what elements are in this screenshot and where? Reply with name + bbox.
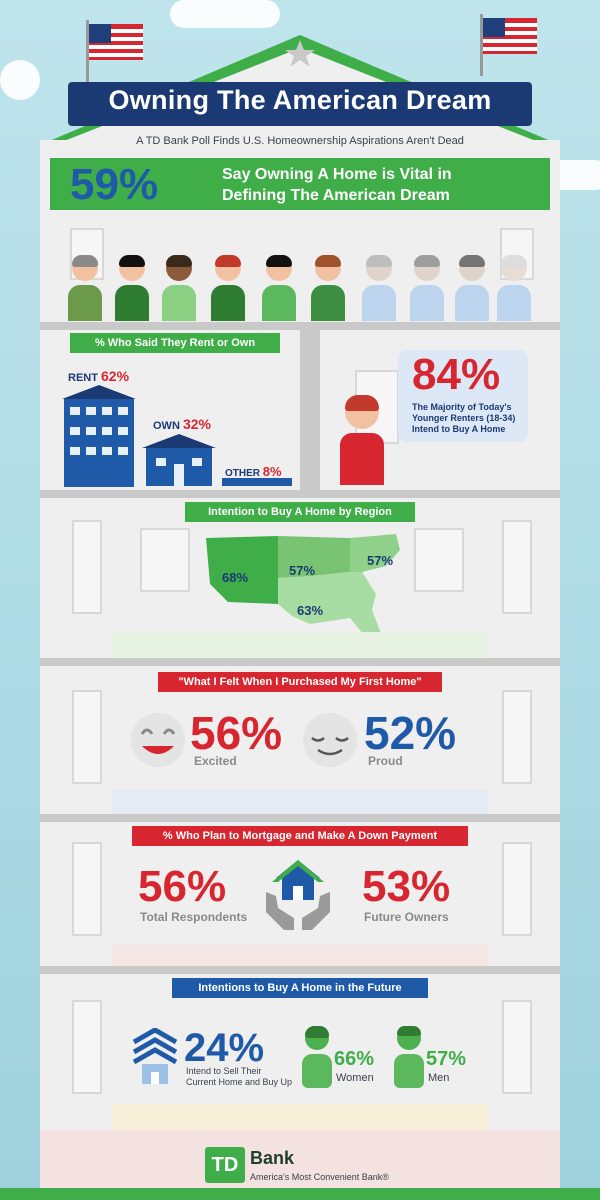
other-bar xyxy=(222,478,292,486)
region-west: 68% xyxy=(222,570,249,585)
young-renter-figure xyxy=(340,395,384,485)
window xyxy=(72,690,102,784)
future-owners-percent: 53% xyxy=(362,862,451,911)
renters-line-2: Younger Renters (18-34) xyxy=(412,413,516,423)
person-figure xyxy=(162,255,196,321)
rent-own-ribbon: % Who Said They Rent or Own xyxy=(70,333,280,353)
hero-line-2: Defining The American Dream xyxy=(222,187,450,204)
man-figure-icon xyxy=(394,1026,424,1088)
sell-line-2: Current Home and Buy Up xyxy=(186,1077,293,1087)
rent-percent: 62% xyxy=(101,368,130,384)
window xyxy=(502,842,532,936)
renters-speech-bubble xyxy=(398,350,528,442)
page-subtitle: A TD Bank Poll Finds U.S. Homeownership … xyxy=(136,135,464,147)
excited-percent: 56% xyxy=(190,707,283,759)
floor-divider xyxy=(40,658,560,666)
renters-line-3: Intend to Buy A Home xyxy=(412,424,506,434)
renters-percent: 84% xyxy=(412,350,501,399)
window xyxy=(72,1000,102,1094)
person-figure xyxy=(262,255,296,321)
apartment-building-icon xyxy=(62,385,136,487)
future-ribbon: Intentions to Buy A Home in the Future xyxy=(172,978,428,998)
woman-figure-icon xyxy=(302,1026,332,1088)
single-house-icon xyxy=(142,434,216,486)
footer-bank-name: Bank xyxy=(250,1148,295,1168)
window xyxy=(502,690,532,784)
window xyxy=(140,528,190,592)
hero-percent: 59% xyxy=(70,160,159,209)
floor-divider xyxy=(40,322,560,330)
proud-face-icon xyxy=(303,713,357,767)
other-label: OTHER 8% xyxy=(225,464,282,479)
floor-divider xyxy=(40,966,560,974)
person-figure xyxy=(410,255,444,321)
men-percent: 57% xyxy=(426,1048,467,1070)
window xyxy=(72,842,102,936)
hero-line-1: Say Owning A Home is Vital in xyxy=(222,166,452,183)
excited-face-icon xyxy=(131,713,185,767)
wall-divider xyxy=(300,330,320,490)
grass xyxy=(0,1188,600,1200)
region-midwest: 57% xyxy=(289,563,316,578)
women-percent: 66% xyxy=(334,1048,375,1070)
buy-up-house-icon xyxy=(132,1028,178,1084)
floor-divider xyxy=(40,814,560,822)
region-northeast: 57% xyxy=(367,553,394,568)
sell-buy-up-caption: Intend to Sell Their Current Home and Bu… xyxy=(186,1066,292,1088)
floor-rug xyxy=(112,790,488,816)
own-label: OWN 32% xyxy=(153,416,211,432)
proud-percent: 52% xyxy=(364,707,457,759)
region-south: 63% xyxy=(297,603,324,618)
floor-rug xyxy=(112,632,488,660)
renters-line-1: The Majority of Today's xyxy=(412,402,512,412)
window xyxy=(502,1000,532,1094)
sell-line-1: Intend to Sell Their xyxy=(186,1066,262,1076)
sell-buy-up-percent: 24% xyxy=(184,1026,265,1070)
floor-divider xyxy=(40,490,560,498)
hero-text: Say Owning A Home is Vital in Defining T… xyxy=(222,164,542,206)
person-figure xyxy=(68,255,102,321)
td-logo: TD xyxy=(205,1147,245,1183)
house-in-hands-icon xyxy=(266,860,330,930)
total-respondents-label: Total Respondents xyxy=(140,910,248,924)
person-figure xyxy=(497,255,531,321)
own-percent: 32% xyxy=(182,416,211,432)
rent-label-text: RENT xyxy=(68,372,98,384)
future-owners-label: Future Owners xyxy=(364,910,449,924)
floor-rug xyxy=(112,944,488,968)
proud-label: Proud xyxy=(368,754,403,768)
hero-band xyxy=(50,158,550,210)
feelings-ribbon: "What I Felt When I Purchased My First H… xyxy=(158,672,442,692)
floor-rug xyxy=(112,1104,488,1130)
window xyxy=(414,528,464,592)
us-flag-left-icon xyxy=(86,20,143,82)
us-map-icon xyxy=(206,534,400,640)
cloud xyxy=(0,60,40,100)
excited-label: Excited xyxy=(194,754,237,768)
men-label: Men xyxy=(428,1072,450,1084)
total-respondents-percent: 56% xyxy=(138,862,227,911)
person-figure xyxy=(362,255,396,321)
mortgage-ribbon: % Who Plan to Mortgage and Make A Down P… xyxy=(132,826,468,846)
own-label-text: OWN xyxy=(153,420,180,432)
person-figure xyxy=(455,255,489,321)
us-flag-right-icon xyxy=(480,14,537,76)
renters-caption: The Majority of Today's Younger Renters … xyxy=(412,402,528,435)
window xyxy=(72,520,102,614)
cloud xyxy=(170,0,280,28)
person-figure xyxy=(115,255,149,321)
window xyxy=(502,520,532,614)
person-figure xyxy=(211,255,245,321)
page-title: Owning The American Dream xyxy=(108,85,492,115)
person-figure xyxy=(311,255,345,321)
footer-tagline: America's Most Convenient Bank® xyxy=(250,1172,389,1182)
other-percent: 8% xyxy=(262,464,282,479)
region-ribbon: Intention to Buy A Home by Region xyxy=(185,502,415,522)
rent-label: RENT 62% xyxy=(68,368,129,384)
other-label-text: OTHER xyxy=(225,468,260,479)
women-label: Women xyxy=(336,1072,374,1084)
title-banner xyxy=(68,82,532,126)
